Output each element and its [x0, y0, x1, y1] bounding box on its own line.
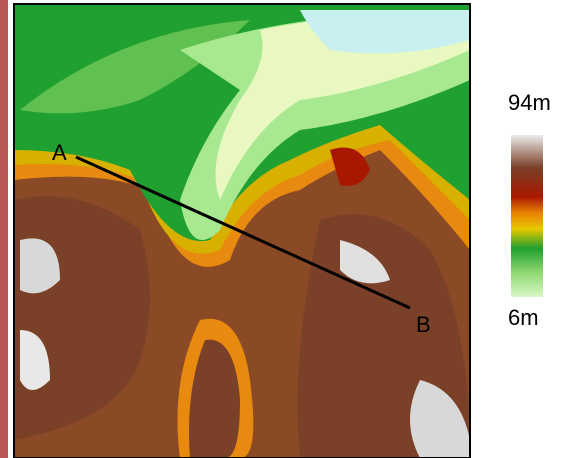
legend-bar: [511, 135, 543, 297]
legend-max: 94m: [508, 90, 551, 115]
point-label: A: [52, 140, 67, 165]
side-strip: [0, 0, 8, 458]
legend-min: 6m: [508, 305, 539, 330]
point-label: B: [416, 312, 431, 337]
profile-line: [75, 155, 411, 310]
terrain: [14, 4, 470, 458]
map-border: [13, 3, 471, 458]
